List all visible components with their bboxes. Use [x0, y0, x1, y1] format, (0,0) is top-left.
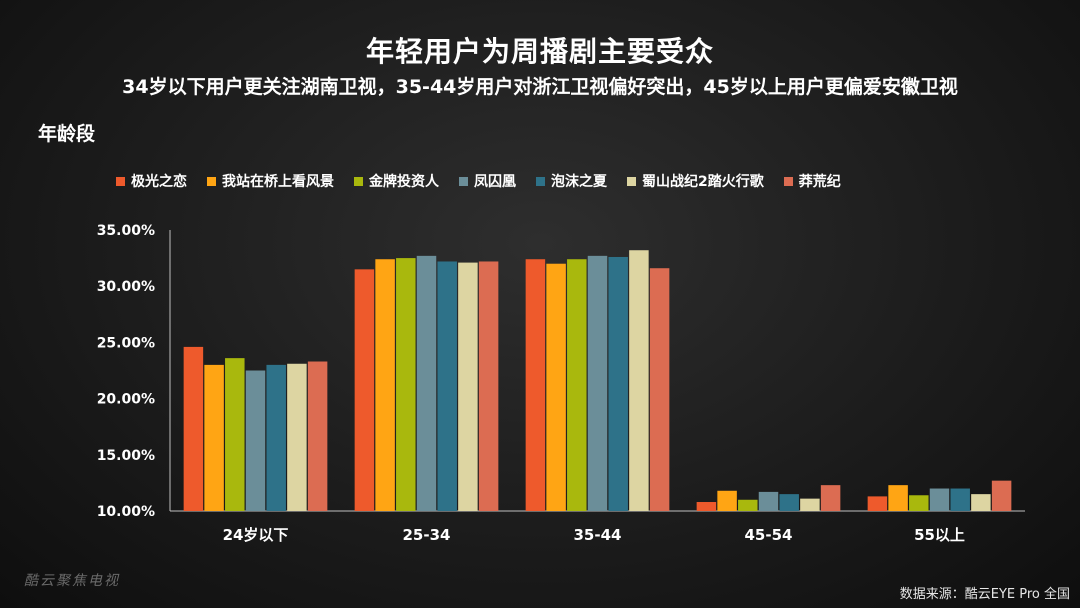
bar	[307, 361, 328, 511]
legend-swatch	[536, 176, 545, 186]
bar	[245, 370, 266, 511]
bar	[717, 490, 737, 511]
bar	[458, 262, 478, 511]
y-tick-label: 30.00%	[97, 279, 155, 295]
bar	[266, 364, 286, 511]
legend-item: 泡沫之夏	[536, 171, 607, 191]
chart-title: 年轻用户为周播剧主要受众	[365, 35, 714, 68]
legend-item: 莽荒纪	[783, 171, 841, 191]
bar	[396, 258, 416, 511]
y-tick-label: 35.00%	[97, 223, 155, 239]
y-tick-label: 25.00%	[97, 335, 155, 351]
x-tick-label: 35-44	[574, 526, 622, 544]
bar	[354, 269, 375, 511]
legend-label: 凤囚凰	[474, 174, 516, 190]
y-tick-label: 20.00%	[97, 392, 155, 408]
bar	[375, 259, 395, 511]
y-tick-label: 10.00%	[97, 504, 155, 520]
legend-label: 泡沫之夏	[551, 174, 607, 190]
legend-swatch	[354, 176, 363, 186]
watermark-text: 酷云聚焦电视	[24, 573, 120, 589]
chart-subtitle: 34岁以下用户更关注湖南卫视，35-44岁用户对浙江卫视偏好突出，45岁以上用户…	[122, 76, 958, 98]
x-tick-label: 24岁以下	[223, 526, 289, 544]
legend-label: 蜀山战纪2踏火行歌	[642, 174, 764, 190]
bar	[225, 358, 245, 511]
bar	[779, 494, 799, 511]
bar	[971, 494, 991, 511]
legend-swatch	[783, 176, 793, 186]
bar	[758, 491, 779, 511]
x-tick-label: 25-34	[403, 526, 451, 544]
bar	[183, 346, 204, 511]
legend-swatch	[627, 176, 636, 186]
bar	[738, 499, 758, 511]
legend-swatch	[116, 176, 125, 186]
legend-swatch	[459, 176, 468, 186]
legend-swatch	[207, 176, 216, 186]
bar	[820, 485, 841, 511]
legend-item: 我站在桥上看风景	[207, 171, 334, 191]
legend-item: 蜀山战纪2踏火行歌	[627, 171, 764, 191]
bar	[287, 363, 307, 511]
legend-item: 极光之恋	[116, 171, 187, 191]
bar	[909, 495, 929, 511]
bar	[867, 496, 888, 511]
bar	[437, 261, 457, 511]
bar	[608, 256, 628, 511]
legend-label: 我站在桥上看风景	[222, 174, 334, 190]
data-source: 数据来源：酷云EYE Pro 全国	[899, 587, 1070, 602]
bar	[950, 488, 970, 511]
bar	[649, 268, 670, 511]
legend: 极光之恋 我站在桥上看风景 金牌投资人 凤囚凰 泡沫之夏 蜀山战纪2踏火行歌 莽荒纪	[116, 171, 861, 191]
bar	[800, 498, 820, 511]
legend-label: 极光之恋	[131, 174, 187, 190]
y-tick-label: 15.00%	[97, 448, 155, 464]
bar	[696, 502, 717, 511]
legend-label: 金牌投资人	[369, 174, 439, 190]
bar	[587, 255, 608, 511]
bar	[929, 488, 950, 511]
bar	[629, 250, 649, 511]
bar	[204, 364, 224, 511]
legend-item: 凤囚凰	[459, 171, 516, 191]
legend-label: 莽荒纪	[798, 174, 841, 190]
bar	[567, 259, 587, 511]
bar	[525, 259, 546, 511]
x-tick-label: 45-54	[745, 526, 793, 544]
bar	[416, 255, 437, 511]
bar	[888, 485, 908, 511]
bar	[546, 263, 566, 511]
legend-item: 金牌投资人	[354, 171, 439, 191]
bar	[478, 261, 499, 511]
bar	[991, 480, 1012, 511]
x-tick-label: 55以上	[914, 526, 965, 544]
y-axis-section-label: 年龄段	[38, 123, 96, 145]
